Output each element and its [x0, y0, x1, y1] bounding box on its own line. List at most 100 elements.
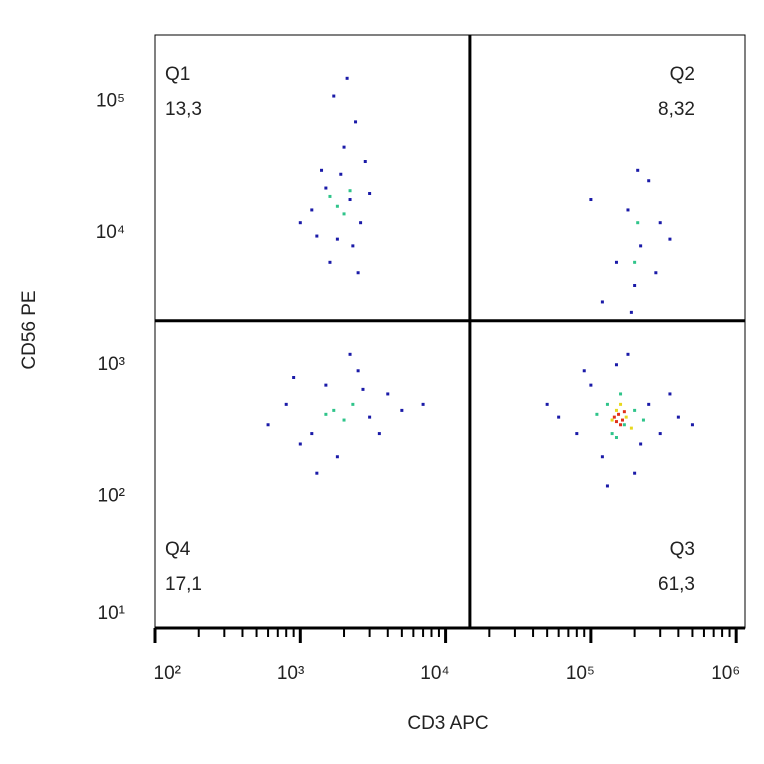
event-dot [639, 442, 643, 446]
event-dot [639, 244, 643, 248]
event-dot [633, 260, 637, 264]
plot-frame [154, 34, 746, 629]
event-dot [310, 208, 314, 212]
event-dot [629, 310, 633, 314]
event-dot [335, 455, 339, 459]
event-dot [368, 415, 372, 419]
y-tick-label: 10⁵ [96, 91, 125, 112]
event-dot [377, 432, 381, 436]
event-dot [363, 160, 367, 164]
event-dot [658, 221, 662, 225]
event-dot [600, 455, 604, 459]
y-tick-label: 10⁴ [96, 222, 125, 243]
event-dot [332, 94, 336, 98]
event-dot [348, 352, 352, 356]
event-dot [354, 120, 358, 124]
event-dot [328, 260, 332, 264]
event-dot [617, 412, 621, 416]
event-dot [361, 387, 365, 391]
y-tick-label: 10³ [98, 354, 125, 375]
quadrant-percent: 17,1 [165, 574, 202, 595]
event-dot [614, 436, 618, 440]
event-dot [633, 471, 637, 475]
event-dot [636, 221, 640, 225]
x-tick-label: 10³ [277, 663, 304, 684]
event-dot [582, 369, 586, 373]
event-dot [356, 369, 360, 373]
event-dot [622, 423, 626, 427]
event-dot [668, 392, 672, 396]
event-dot [359, 221, 363, 225]
event-dot [339, 172, 343, 176]
event-dot [345, 76, 349, 80]
event-dot [620, 418, 624, 422]
x-tick-label: 10⁵ [566, 663, 595, 684]
x-tick-label: 10² [154, 663, 181, 684]
event-dot [589, 198, 593, 202]
event-dot [342, 145, 346, 149]
event-dot [356, 271, 360, 275]
event-dot [342, 418, 346, 422]
quadrant-name: Q3 [670, 539, 695, 560]
event-dot [557, 415, 561, 419]
event-dot [589, 383, 593, 387]
event-dot [610, 432, 614, 436]
event-dot [266, 423, 270, 427]
event-dot [600, 300, 604, 304]
event-dot [676, 415, 680, 419]
event-dot [315, 471, 319, 475]
event-dot [292, 376, 296, 380]
event-dot [636, 168, 640, 172]
event-dot [342, 212, 346, 216]
event-dot [575, 432, 579, 436]
event-dot [626, 352, 630, 356]
quadrant-name: Q2 [670, 64, 695, 85]
event-dot [641, 418, 645, 422]
event-dot [610, 418, 614, 422]
event-dot [605, 484, 609, 488]
y-tick-label: 10² [98, 485, 125, 506]
event-dot [612, 415, 616, 419]
event-dot [421, 402, 425, 406]
event-dot [626, 208, 630, 212]
event-dot [545, 402, 549, 406]
event-dot [351, 244, 355, 248]
event-dot [633, 408, 637, 412]
event-dot [629, 426, 633, 430]
event-dot [633, 283, 637, 287]
event-dot [614, 260, 618, 264]
x-tick-label: 10⁴ [420, 663, 449, 684]
event-dot [335, 237, 339, 241]
x-tick-label: 10⁶ [711, 663, 740, 684]
event-dot [647, 402, 651, 406]
event-dot [328, 194, 332, 198]
event-dot [332, 408, 336, 412]
event-dot [658, 432, 662, 436]
event-dot [690, 423, 694, 427]
event-dot [614, 408, 618, 412]
event-dot [310, 432, 314, 436]
event-dot [298, 221, 302, 225]
event-dot [614, 363, 618, 367]
event-dot [298, 442, 302, 446]
event-dot [386, 392, 390, 396]
event-dot [624, 415, 628, 419]
event-dot [619, 402, 623, 406]
event-dot [324, 412, 328, 416]
event-dot [348, 189, 352, 193]
event-dot [324, 186, 328, 190]
quadrant-percent: 13,3 [165, 99, 202, 120]
event-dot [668, 237, 672, 241]
y-tick-label: 10¹ [98, 603, 125, 624]
quadrant-name: Q1 [165, 64, 190, 85]
event-dot [619, 423, 623, 427]
quadrant-percent: 8,32 [658, 99, 695, 120]
event-dot [324, 383, 328, 387]
event-dot [619, 392, 623, 396]
event-dot [315, 234, 319, 238]
event-dot [400, 408, 404, 412]
event-dot [654, 271, 658, 275]
event-dot [368, 191, 372, 195]
quadrant-name: Q4 [165, 539, 191, 560]
